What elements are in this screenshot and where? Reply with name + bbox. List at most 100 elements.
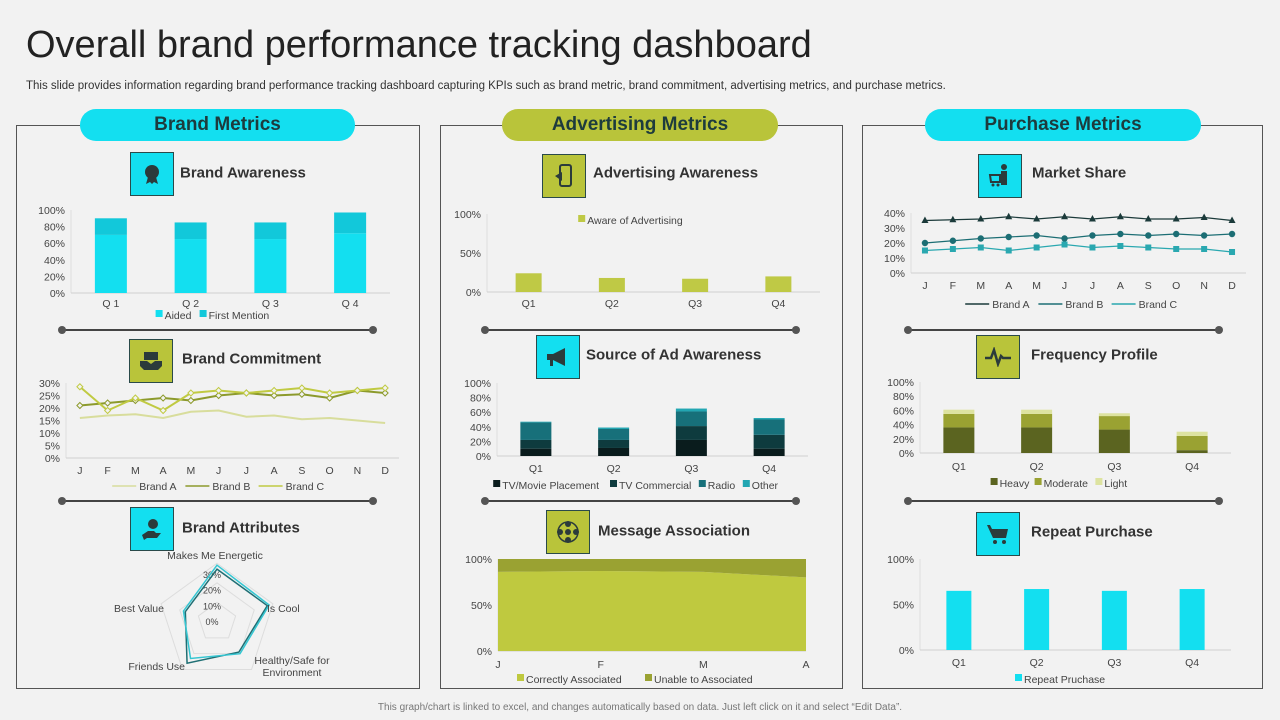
data-point xyxy=(949,237,957,244)
x-tick-label: S xyxy=(298,465,305,477)
legend-swatch xyxy=(1034,478,1042,485)
bar-segment xyxy=(520,421,552,423)
x-tick-label: A xyxy=(802,659,809,671)
bar-segment xyxy=(334,212,367,234)
x-tick-label: J xyxy=(1062,280,1067,292)
bar-segment xyxy=(753,434,785,449)
y-tick-label: 60% xyxy=(470,407,491,419)
bar-segment xyxy=(254,222,287,240)
series-line xyxy=(924,216,1233,222)
data-point xyxy=(187,389,195,397)
bar-segment xyxy=(598,428,630,440)
x-tick-label: Q1 xyxy=(522,298,536,310)
data-point xyxy=(298,390,306,398)
legend-label: Unable to Associated xyxy=(654,674,753,686)
bar-segment xyxy=(943,427,975,453)
y-tick-label: 60% xyxy=(893,405,914,417)
y-tick-label: 0% xyxy=(899,448,914,460)
widget-title: Frequency Profile xyxy=(1031,346,1158,364)
data-point xyxy=(1117,243,1124,249)
x-tick-label: J xyxy=(216,465,221,477)
x-tick-label: Q4 xyxy=(1185,461,1199,473)
data-point xyxy=(1033,232,1040,239)
data-point xyxy=(1228,230,1236,238)
bar-segment xyxy=(598,439,630,448)
data-point xyxy=(242,389,251,397)
bar-segment xyxy=(675,408,707,412)
radar-gridline xyxy=(160,562,274,671)
bar-segment xyxy=(515,273,542,292)
y-tick-label: 100% xyxy=(38,205,65,217)
legend-label: Brand A xyxy=(992,299,1029,311)
bar-segment xyxy=(598,277,625,292)
x-tick-label: D xyxy=(1228,280,1236,292)
bar-segment xyxy=(520,422,552,440)
x-tick-label: N xyxy=(1200,280,1208,292)
bar-segment xyxy=(520,448,552,456)
bar-segment xyxy=(943,413,975,428)
footer-note: This graph/chart is linked to excel, and… xyxy=(377,702,903,713)
radar-series xyxy=(182,564,271,660)
widget-title: Market Share xyxy=(1032,164,1127,182)
data-point xyxy=(921,247,928,254)
x-tick-label: M xyxy=(187,465,196,477)
x-tick-label: Q 4 xyxy=(342,298,359,310)
widget-title: Brand Commitment xyxy=(182,350,322,368)
series-line xyxy=(79,409,386,424)
data-point xyxy=(1088,215,1096,222)
radar-axis-label: Makes Me Energetic xyxy=(167,550,263,562)
data-point xyxy=(1005,247,1012,254)
x-tick-label: Q3 xyxy=(1107,461,1121,473)
data-point xyxy=(977,235,984,242)
x-tick-label: Q4 xyxy=(1185,657,1199,669)
x-tick-label: Q3 xyxy=(1107,657,1121,669)
shopper-cart-icon xyxy=(978,154,1022,198)
data-point xyxy=(1033,244,1040,251)
data-point xyxy=(1089,244,1096,251)
legend-swatch xyxy=(578,215,586,222)
bar-segment xyxy=(682,278,709,292)
data-point xyxy=(1228,216,1236,223)
radar-tick-label: 10% xyxy=(203,601,221,611)
y-tick-label: 60% xyxy=(44,238,65,250)
x-tick-label: S xyxy=(1145,280,1152,292)
bar-segment xyxy=(1021,413,1053,428)
y-tick-label: 40% xyxy=(893,420,914,432)
legend-label: Brand C xyxy=(286,481,325,493)
bar-segment xyxy=(1021,427,1053,453)
data-point xyxy=(977,215,985,222)
data-point xyxy=(353,386,362,395)
x-tick-label: J xyxy=(922,280,927,292)
y-tick-label: 100% xyxy=(887,554,914,566)
x-tick-label: F xyxy=(950,280,956,292)
radar-gridline xyxy=(197,601,237,639)
data-point xyxy=(1173,230,1180,238)
x-tick-label: Q2 xyxy=(1030,461,1044,473)
data-point xyxy=(1033,215,1041,222)
legend-swatch xyxy=(645,674,652,681)
legend-label: First Mention xyxy=(209,310,270,322)
y-tick-label: 100% xyxy=(454,209,481,221)
area-series xyxy=(498,570,806,651)
legend-swatch xyxy=(1015,674,1022,681)
bar-segment xyxy=(334,233,367,293)
frequency-profile-chart: 0% 20% 40% 60% 80% 100% Q1 Q2 Q3 Q4 Heavy Moderate L… xyxy=(887,377,1231,490)
y-tick-label: 40% xyxy=(884,208,905,220)
data-point xyxy=(1116,212,1124,220)
divider xyxy=(481,326,800,334)
data-point xyxy=(159,394,167,402)
y-tick-label: 0% xyxy=(899,645,914,657)
legend-label: Other xyxy=(752,480,779,492)
divider xyxy=(481,497,800,505)
x-tick-label: Q4 xyxy=(771,298,785,310)
x-tick-label: Q1 xyxy=(952,657,966,669)
data-point xyxy=(1061,235,1068,242)
data-point xyxy=(1005,212,1013,220)
legend-swatch xyxy=(698,480,706,487)
divider xyxy=(58,326,377,334)
bar-segment xyxy=(94,234,127,293)
x-tick-label: M xyxy=(1032,280,1041,292)
data-point xyxy=(187,396,195,405)
market-share-chart: 0% 10% 20% 30% 40% J F M A M J J A S O N D Brand A Brand B… xyxy=(884,208,1246,311)
bar-segment xyxy=(598,427,630,429)
